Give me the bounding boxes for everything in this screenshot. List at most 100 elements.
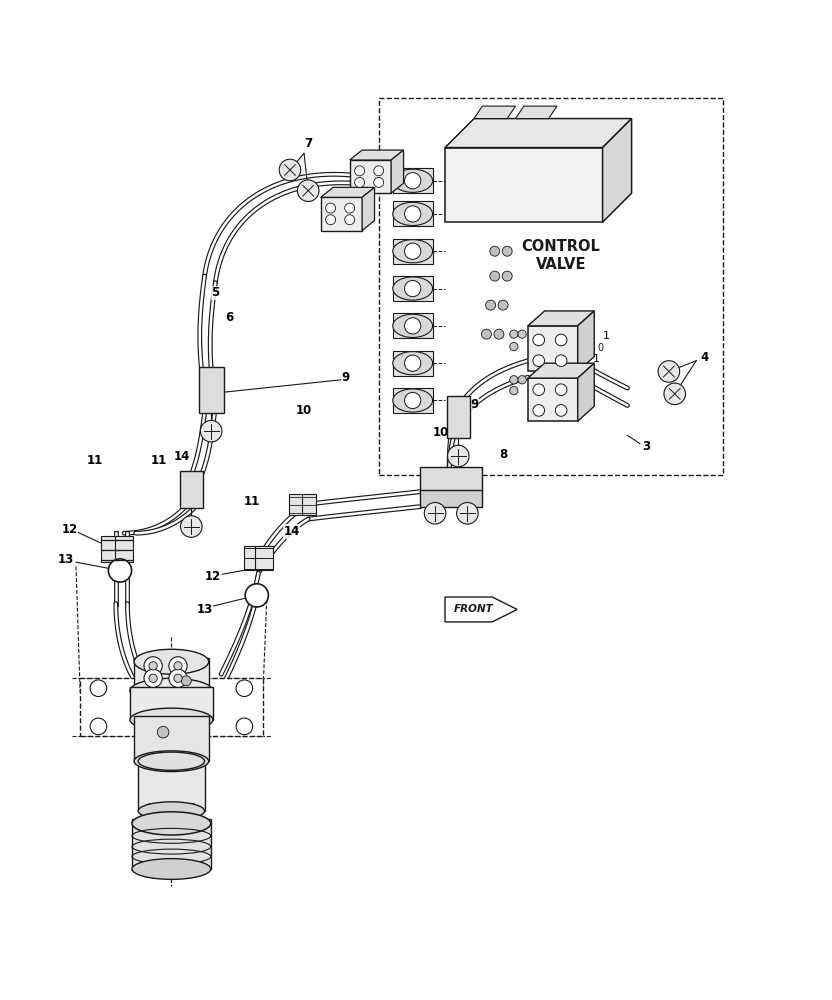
Text: 14: 14 bbox=[284, 525, 300, 538]
Text: 4: 4 bbox=[701, 351, 709, 364]
Circle shape bbox=[236, 718, 253, 735]
Text: 11: 11 bbox=[294, 502, 310, 515]
Polygon shape bbox=[528, 311, 594, 326]
Ellipse shape bbox=[138, 802, 205, 820]
Text: 13: 13 bbox=[196, 603, 213, 616]
Bar bbox=[180, 471, 203, 508]
Polygon shape bbox=[320, 187, 374, 197]
Polygon shape bbox=[577, 311, 594, 371]
Polygon shape bbox=[362, 187, 374, 231]
Text: 13: 13 bbox=[58, 553, 74, 566]
Text: 8: 8 bbox=[499, 448, 508, 461]
Circle shape bbox=[510, 330, 518, 338]
Ellipse shape bbox=[132, 812, 210, 835]
Text: CONTROL
VALVE: CONTROL VALVE bbox=[522, 239, 601, 272]
Circle shape bbox=[448, 445, 469, 467]
Bar bbox=[255, 546, 274, 570]
Circle shape bbox=[354, 177, 364, 187]
Circle shape bbox=[490, 246, 500, 256]
Text: 12: 12 bbox=[62, 523, 77, 536]
Circle shape bbox=[169, 657, 187, 675]
Text: 11: 11 bbox=[151, 454, 167, 467]
Circle shape bbox=[181, 516, 202, 537]
Circle shape bbox=[236, 680, 253, 697]
Text: 11: 11 bbox=[244, 495, 260, 508]
Bar bbox=[130, 687, 213, 720]
Ellipse shape bbox=[393, 352, 433, 375]
Circle shape bbox=[503, 271, 513, 281]
Circle shape bbox=[325, 215, 335, 225]
Circle shape bbox=[555, 334, 567, 346]
Ellipse shape bbox=[393, 169, 433, 192]
Polygon shape bbox=[445, 597, 518, 622]
Circle shape bbox=[555, 355, 567, 366]
Text: 9: 9 bbox=[341, 371, 349, 384]
Text: 10: 10 bbox=[433, 426, 449, 439]
Circle shape bbox=[404, 243, 421, 259]
Text: 1: 1 bbox=[384, 167, 390, 177]
Bar bbox=[393, 388, 433, 413]
Circle shape bbox=[297, 180, 319, 201]
Bar bbox=[393, 276, 433, 301]
Bar bbox=[393, 239, 433, 264]
Circle shape bbox=[144, 669, 162, 687]
Circle shape bbox=[533, 384, 544, 396]
Text: CENTER
JOINT: CENTER JOINT bbox=[146, 802, 197, 831]
Circle shape bbox=[245, 584, 269, 607]
Circle shape bbox=[280, 159, 300, 181]
Circle shape bbox=[503, 246, 513, 256]
Ellipse shape bbox=[130, 708, 213, 731]
Circle shape bbox=[518, 330, 527, 338]
Circle shape bbox=[533, 355, 544, 366]
Bar bbox=[420, 490, 483, 507]
Circle shape bbox=[90, 718, 106, 735]
Circle shape bbox=[555, 384, 567, 396]
Bar bbox=[349, 160, 391, 193]
Text: 0: 0 bbox=[337, 220, 343, 230]
Circle shape bbox=[174, 662, 182, 670]
Ellipse shape bbox=[393, 240, 433, 263]
Circle shape bbox=[169, 669, 187, 687]
Bar bbox=[134, 716, 209, 761]
Text: 7: 7 bbox=[305, 137, 312, 150]
Text: 2: 2 bbox=[549, 396, 557, 409]
Text: 12: 12 bbox=[205, 570, 221, 583]
Bar bbox=[393, 313, 433, 338]
Bar bbox=[445, 148, 602, 222]
Ellipse shape bbox=[134, 751, 209, 772]
Polygon shape bbox=[349, 150, 404, 160]
Bar bbox=[80, 678, 263, 736]
Bar bbox=[115, 536, 133, 562]
Polygon shape bbox=[516, 106, 557, 119]
Circle shape bbox=[490, 271, 500, 281]
Circle shape bbox=[344, 203, 354, 213]
Circle shape bbox=[424, 502, 446, 524]
Bar bbox=[447, 396, 470, 438]
Bar bbox=[528, 326, 577, 371]
Circle shape bbox=[404, 206, 421, 222]
Bar bbox=[393, 351, 433, 376]
Text: 14: 14 bbox=[174, 450, 191, 463]
Text: 0: 0 bbox=[366, 182, 372, 192]
Bar bbox=[101, 536, 119, 562]
Circle shape bbox=[174, 674, 182, 682]
Circle shape bbox=[374, 177, 384, 187]
Circle shape bbox=[404, 318, 421, 334]
Polygon shape bbox=[577, 363, 594, 421]
Bar bbox=[528, 378, 577, 421]
Circle shape bbox=[325, 203, 335, 213]
Text: 1: 1 bbox=[593, 354, 600, 364]
Polygon shape bbox=[528, 363, 594, 378]
Circle shape bbox=[404, 392, 421, 409]
Polygon shape bbox=[474, 106, 516, 119]
Circle shape bbox=[498, 300, 508, 310]
Text: 11: 11 bbox=[87, 454, 103, 467]
Circle shape bbox=[181, 676, 191, 686]
Circle shape bbox=[510, 386, 518, 395]
Circle shape bbox=[533, 334, 544, 346]
Circle shape bbox=[144, 657, 162, 675]
Circle shape bbox=[482, 329, 492, 339]
Bar bbox=[138, 757, 205, 811]
Circle shape bbox=[404, 173, 421, 189]
Circle shape bbox=[510, 376, 518, 384]
